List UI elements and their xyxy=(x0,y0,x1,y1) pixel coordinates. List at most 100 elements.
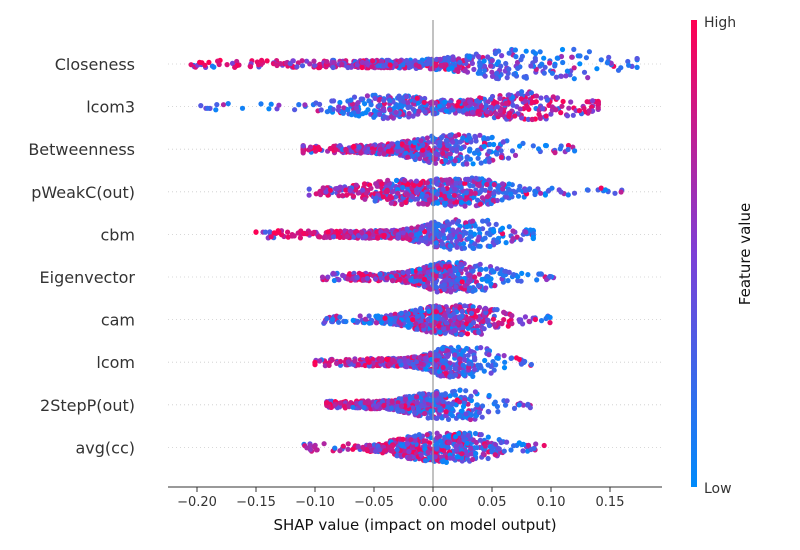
point-closeness xyxy=(457,59,463,66)
point-lcom3 xyxy=(595,101,601,107)
point-cam xyxy=(420,323,426,329)
point-cbm xyxy=(450,227,456,233)
point-closeness xyxy=(577,53,583,59)
point-lcom3 xyxy=(349,101,356,107)
point-closeness xyxy=(369,64,375,70)
point-closeness xyxy=(539,61,545,67)
point-cbm xyxy=(477,243,483,249)
point-closeness xyxy=(512,47,519,53)
point-closeness xyxy=(426,57,432,64)
point-cbm xyxy=(527,227,534,233)
point-lcom xyxy=(464,345,470,352)
point-lcom3 xyxy=(388,114,394,120)
point-cbm xyxy=(433,240,439,246)
point-eigenvector xyxy=(330,270,336,276)
point-cbm xyxy=(301,231,307,237)
point-betweenness xyxy=(443,137,449,143)
point-cam xyxy=(330,316,336,322)
point-closeness xyxy=(256,62,262,68)
point-eigenvector xyxy=(441,286,447,292)
point-cbm xyxy=(506,224,512,230)
point-lcom3 xyxy=(355,108,361,115)
point-eigenvector xyxy=(478,266,484,272)
point-betweenness xyxy=(395,148,401,154)
point-2stepp-out xyxy=(350,404,356,410)
point-pweakc-out xyxy=(454,199,460,205)
point-pweakc-out xyxy=(388,195,395,201)
point-2stepp-out xyxy=(479,414,485,420)
point-cam xyxy=(382,315,388,321)
point-2stepp-out xyxy=(394,406,400,413)
point-cam xyxy=(547,314,553,320)
point-pweakc-out xyxy=(347,187,353,193)
point-eigenvector xyxy=(525,272,531,278)
point-cam xyxy=(494,307,500,313)
point-lcom3 xyxy=(258,101,264,107)
point-cbm xyxy=(463,220,469,226)
point-closeness xyxy=(400,62,406,68)
point-closeness xyxy=(381,63,387,69)
point-2stepp-out xyxy=(409,395,415,401)
point-eigenvector xyxy=(547,273,553,280)
point-cbm xyxy=(468,229,474,235)
point-lcom3 xyxy=(524,104,530,110)
point-2stepp-out xyxy=(467,416,474,423)
point-pweakc-out xyxy=(558,189,564,195)
point-betweenness xyxy=(500,139,506,145)
point-lcom3 xyxy=(528,90,535,96)
point-closeness xyxy=(311,62,318,69)
point-lcom3 xyxy=(276,102,282,108)
point-lcom3 xyxy=(474,98,480,104)
point-closeness xyxy=(477,68,483,74)
point-closeness xyxy=(206,59,212,65)
point-closeness xyxy=(462,68,468,74)
point-closeness xyxy=(481,58,487,64)
point-betweenness xyxy=(453,146,459,152)
point-betweenness xyxy=(509,148,516,154)
point-closeness xyxy=(626,62,632,68)
point-betweenness xyxy=(389,141,395,147)
point-lcom3 xyxy=(560,98,566,105)
point-lcom xyxy=(431,368,437,374)
point-lcom3 xyxy=(213,107,219,113)
point-pweakc-out xyxy=(495,185,501,191)
point-closeness xyxy=(482,67,488,73)
point-cbm xyxy=(446,222,452,228)
point-lcom xyxy=(481,368,487,374)
point-pweakc-out xyxy=(420,201,426,207)
point-lcom3 xyxy=(540,106,546,112)
point-closeness xyxy=(259,57,265,63)
point-2stepp-out xyxy=(511,405,518,411)
point-cbm xyxy=(395,234,401,241)
point-closeness xyxy=(495,59,501,65)
point-2stepp-out xyxy=(485,408,491,415)
point-cbm xyxy=(404,235,410,241)
point-cam xyxy=(465,316,472,322)
point-betweenness xyxy=(420,142,426,148)
point-cam xyxy=(522,314,529,320)
point-lcom3 xyxy=(503,100,509,106)
point-lcom xyxy=(472,357,478,363)
point-betweenness xyxy=(448,146,455,152)
point-lcom3 xyxy=(225,101,231,107)
point-lcom3 xyxy=(456,99,462,105)
point-lcom3 xyxy=(377,111,383,117)
point-cbm xyxy=(426,222,432,228)
point-betweenness xyxy=(520,140,526,146)
point-cam xyxy=(373,320,379,326)
point-cam xyxy=(337,314,343,320)
point-closeness xyxy=(594,66,600,72)
point-pweakc-out xyxy=(419,193,425,200)
point-lcom3 xyxy=(497,95,503,102)
point-lcom xyxy=(466,361,472,367)
point-closeness xyxy=(471,66,477,72)
point-cbm xyxy=(363,233,369,239)
point-lcom3 xyxy=(292,107,298,113)
point-cbm xyxy=(439,241,446,247)
point-cbm xyxy=(307,230,313,236)
point-lcom3 xyxy=(510,102,516,108)
point-cam xyxy=(532,316,539,323)
point-lcom3 xyxy=(522,98,529,104)
point-eigenvector xyxy=(544,276,550,283)
point-closeness xyxy=(404,57,410,64)
